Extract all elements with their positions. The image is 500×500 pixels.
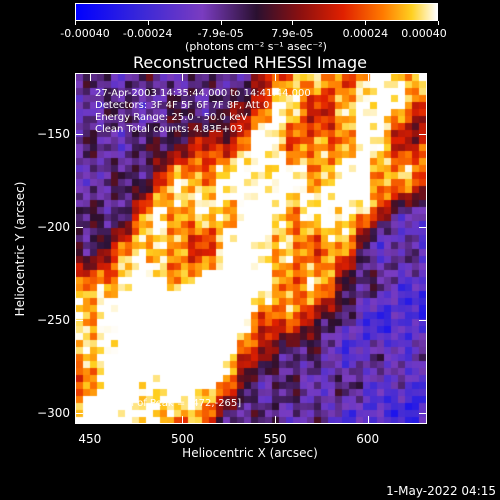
y-tick [419, 227, 427, 229]
detectors-text: Detectors: 3F 4F 5F 6F 7F 8F, Att 0 [95, 100, 270, 111]
x-tick [367, 416, 369, 424]
y-tick-label: −250 [37, 313, 70, 327]
y-tick-label: −150 [37, 127, 70, 142]
x-axis-label: Heliocentric X (arcsec) [182, 446, 318, 460]
y-tick [419, 134, 427, 136]
chart-title: Reconstructed RHESSI Image [133, 53, 367, 72]
colorbar-tick-label: -0.00040 [60, 27, 110, 40]
colorbar-tick [75, 21, 76, 25]
y-tick [75, 412, 83, 414]
y-tick [419, 412, 427, 414]
date-stamp: 1-May-2022 04:15 [386, 484, 496, 498]
y-tick [75, 134, 83, 136]
y-tick-label: −200 [37, 220, 70, 235]
plot-area [75, 73, 427, 424]
x-tick-label: 550 [263, 432, 287, 446]
x-tick [275, 416, 277, 424]
x-tick [367, 73, 369, 81]
clean-counts-text: Clean Total counts: 4.83E+03 [95, 124, 243, 135]
x-tick-label: 450 [78, 432, 102, 446]
colorbar-tick [147, 21, 149, 25]
y-axis-label: Heliocentric Y (arcsec) [13, 181, 27, 317]
colorbar-tick-label: 0.00040 [401, 27, 447, 40]
x-tick [89, 73, 91, 81]
y-tick-label: −300 [37, 405, 70, 420]
y-tick [419, 320, 427, 321]
colorbar-tick-label: 7.9e-05 [271, 27, 314, 40]
time-range-text: 27-Apr-2003 14:35:44.000 to 14:41:44.000 [95, 88, 311, 99]
colorbar-tick-label: -7.9e-05 [197, 27, 244, 40]
colorbar-tick [292, 21, 294, 25]
y-tick [75, 227, 83, 229]
colorbar-tick-label: -0.00024 [122, 27, 173, 40]
peak-position-text: Position of Peak = [472,-265] [95, 398, 242, 409]
x-tick [182, 416, 184, 424]
energy-range-text: Energy Range: 25.0 - 50.0 keV [95, 112, 248, 123]
x-tick-label: 600 [356, 432, 380, 446]
colorbar-tick [220, 21, 222, 25]
colorbar [75, 3, 438, 21]
x-tick [275, 73, 277, 81]
colorbar-tick [365, 21, 367, 25]
colorbar-tick [438, 21, 439, 25]
x-tick [182, 73, 184, 81]
colorbar-units: (photons cm⁻² s⁻¹ asec⁻²) [185, 40, 327, 53]
colorbar-tick-label: 0.00024 [342, 27, 389, 40]
heatmap-image [76, 74, 426, 423]
x-tick-label: 500 [170, 432, 194, 446]
y-tick [75, 320, 83, 321]
x-tick [89, 416, 91, 424]
